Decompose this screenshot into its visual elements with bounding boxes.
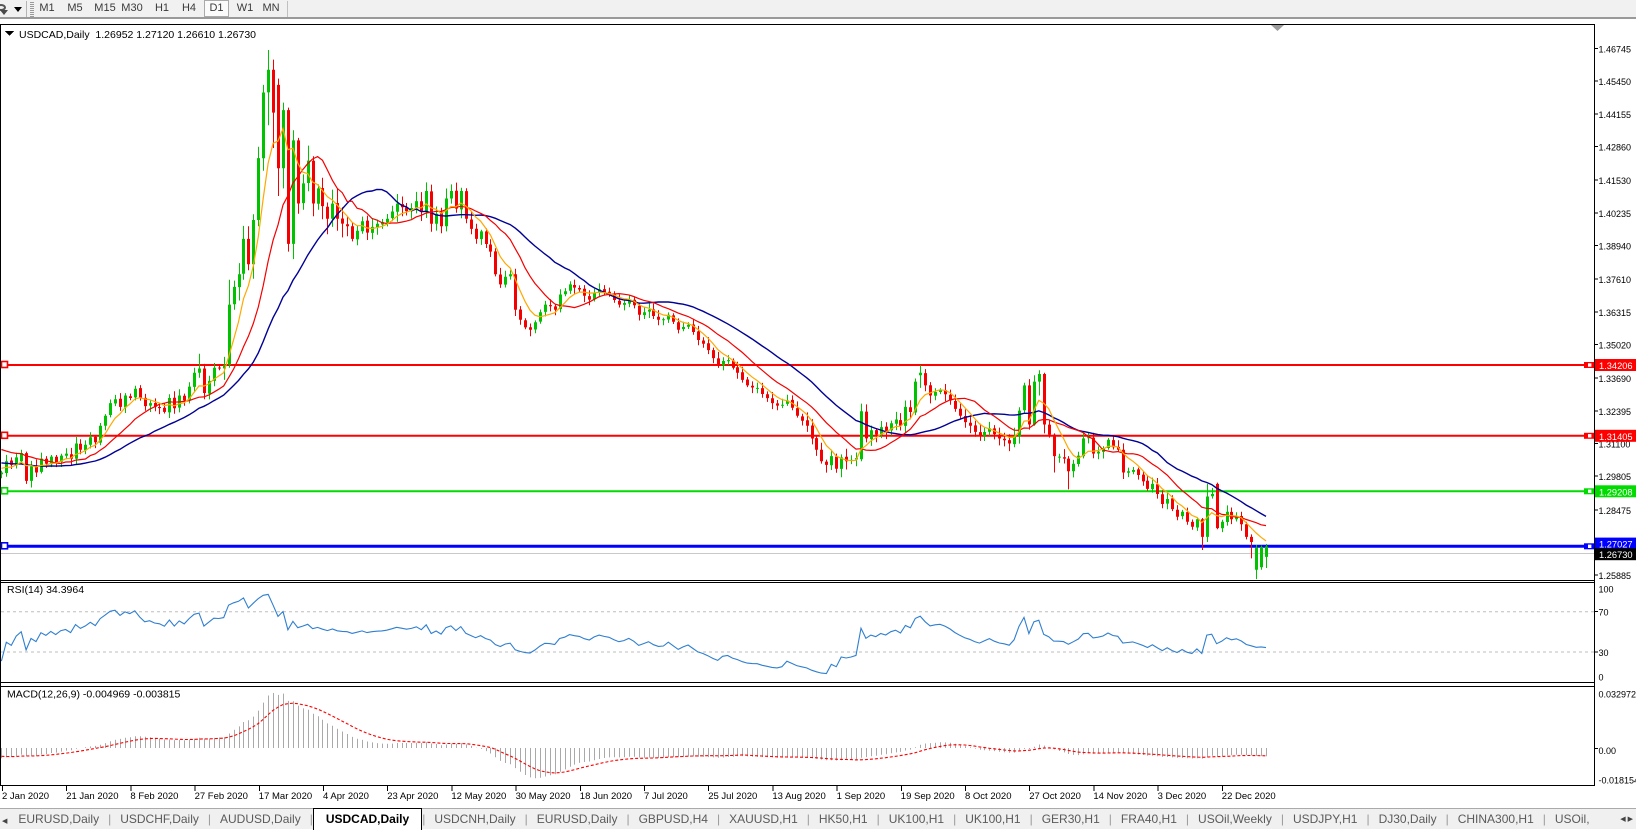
svg-text:1.32395: 1.32395 xyxy=(1599,407,1632,417)
svg-text:1.42860: 1.42860 xyxy=(1599,143,1632,153)
svg-text:1.36315: 1.36315 xyxy=(1599,308,1632,318)
svg-text:8 Feb 2020: 8 Feb 2020 xyxy=(130,791,178,802)
svg-text:1.38940: 1.38940 xyxy=(1599,242,1632,252)
svg-text:0.00: 0.00 xyxy=(1599,746,1617,756)
svg-text:27 Oct 2020: 27 Oct 2020 xyxy=(1029,791,1081,802)
svg-text:70: 70 xyxy=(1599,608,1609,618)
svg-text:17 Mar 2020: 17 Mar 2020 xyxy=(259,791,312,802)
svg-text:21 Jan 2020: 21 Jan 2020 xyxy=(66,791,118,802)
svg-text:12 May 2020: 12 May 2020 xyxy=(451,791,506,802)
svg-text:1.31405: 1.31405 xyxy=(1599,432,1633,442)
svg-text:1.40235: 1.40235 xyxy=(1599,209,1632,219)
svg-text:23 Apr 2020: 23 Apr 2020 xyxy=(387,791,438,802)
svg-text:-0.018154: -0.018154 xyxy=(1599,775,1636,785)
svg-text:MACD(12,26,9) -0.004969 -0.003: MACD(12,26,9) -0.004969 -0.003815 xyxy=(7,689,181,701)
svg-text:1.29805: 1.29805 xyxy=(1599,472,1632,482)
svg-text:1.25885: 1.25885 xyxy=(1599,571,1632,581)
svg-text:14 Nov 2020: 14 Nov 2020 xyxy=(1093,791,1147,802)
svg-text:100: 100 xyxy=(1599,585,1614,595)
svg-text:13 Aug 2020: 13 Aug 2020 xyxy=(772,791,825,802)
svg-text:1.27027: 1.27027 xyxy=(1599,540,1633,550)
svg-text:1.45450: 1.45450 xyxy=(1599,77,1632,87)
svg-text:0: 0 xyxy=(1599,672,1604,682)
svg-text:3 Dec 2020: 3 Dec 2020 xyxy=(1158,791,1207,802)
svg-text:7 Jul 2020: 7 Jul 2020 xyxy=(644,791,688,802)
svg-text:4 Apr 2020: 4 Apr 2020 xyxy=(323,791,369,802)
svg-text:27 Feb 2020: 27 Feb 2020 xyxy=(195,791,248,802)
svg-text:25 Jul 2020: 25 Jul 2020 xyxy=(708,791,757,802)
svg-text:8 Oct 2020: 8 Oct 2020 xyxy=(965,791,1011,802)
svg-text:1.37610: 1.37610 xyxy=(1599,275,1632,285)
svg-text:1.29208: 1.29208 xyxy=(1599,487,1633,497)
svg-text:1.41530: 1.41530 xyxy=(1599,176,1632,186)
svg-text:1.34206: 1.34206 xyxy=(1599,361,1633,371)
svg-text:30: 30 xyxy=(1599,648,1609,658)
svg-text:1.35020: 1.35020 xyxy=(1599,341,1632,351)
svg-text:1.26730: 1.26730 xyxy=(1599,550,1633,560)
svg-text:RSI(14) 34.3964: RSI(14) 34.3964 xyxy=(7,584,84,596)
svg-text:18 Jun 2020: 18 Jun 2020 xyxy=(580,791,632,802)
svg-text:19 Sep 2020: 19 Sep 2020 xyxy=(901,791,955,802)
svg-text:USDCAD,Daily 1.26952 1.27120: USDCAD,Daily 1.26952 1.27120 1.26610 1.2… xyxy=(19,29,256,41)
svg-text:1 Sep 2020: 1 Sep 2020 xyxy=(837,791,886,802)
svg-text:1.46745: 1.46745 xyxy=(1599,44,1632,54)
svg-text:2 Jan 2020: 2 Jan 2020 xyxy=(2,791,49,802)
svg-text:1.33690: 1.33690 xyxy=(1599,374,1632,384)
svg-text:22 Dec 2020: 22 Dec 2020 xyxy=(1222,791,1276,802)
svg-text:1.44155: 1.44155 xyxy=(1599,110,1632,120)
svg-text:30 May 2020: 30 May 2020 xyxy=(516,791,571,802)
svg-text:1.28475: 1.28475 xyxy=(1599,506,1632,516)
svg-text:0.032972: 0.032972 xyxy=(1599,689,1636,699)
